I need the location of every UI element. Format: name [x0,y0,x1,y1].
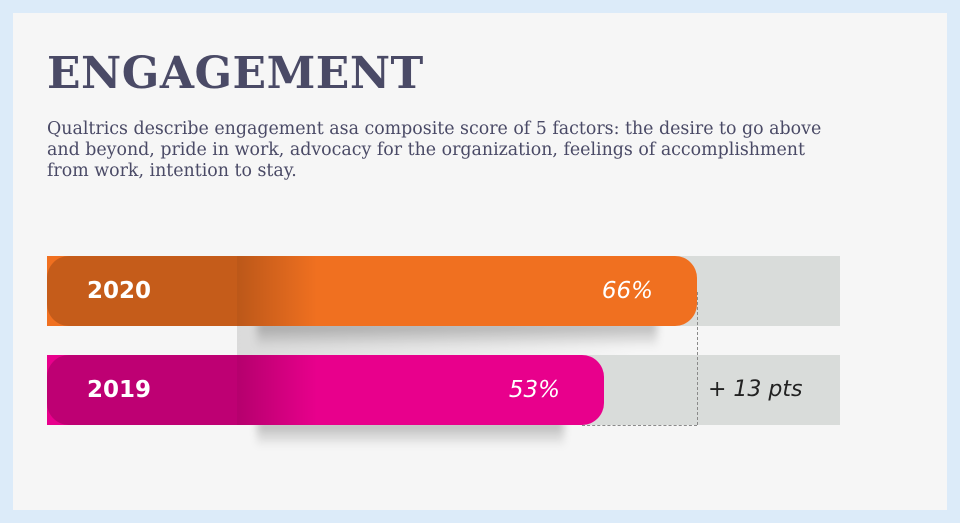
page-title: ENGAGEMENT [47,48,424,99]
category-label-2020: 2020 [87,278,152,304]
bar-2019: 2019 53% [47,355,604,425]
value-label-2020: 66% [601,278,653,304]
bar-shadow-2019 [257,421,564,447]
bar-fold-shade-2020 [237,256,317,326]
bar-lead-2019 [47,355,237,425]
difference-annotation: + 13 pts [708,377,803,402]
bar-connector-shadow [237,326,637,355]
bar-2020: 2020 66% [47,256,697,326]
value-label-2019: 53% [508,377,560,403]
bar-track-2019 [560,355,840,425]
difference-bracket-horizontal [582,425,697,426]
category-label-2019: 2019 [87,377,152,403]
difference-bracket-vertical [697,292,698,425]
bar-shadow-2020 [257,322,657,348]
bar-fold-shade-2019 [237,355,317,425]
description-text: Qualtrics describe engagement asa compos… [47,119,822,181]
bar-lead-2020 [47,256,237,326]
